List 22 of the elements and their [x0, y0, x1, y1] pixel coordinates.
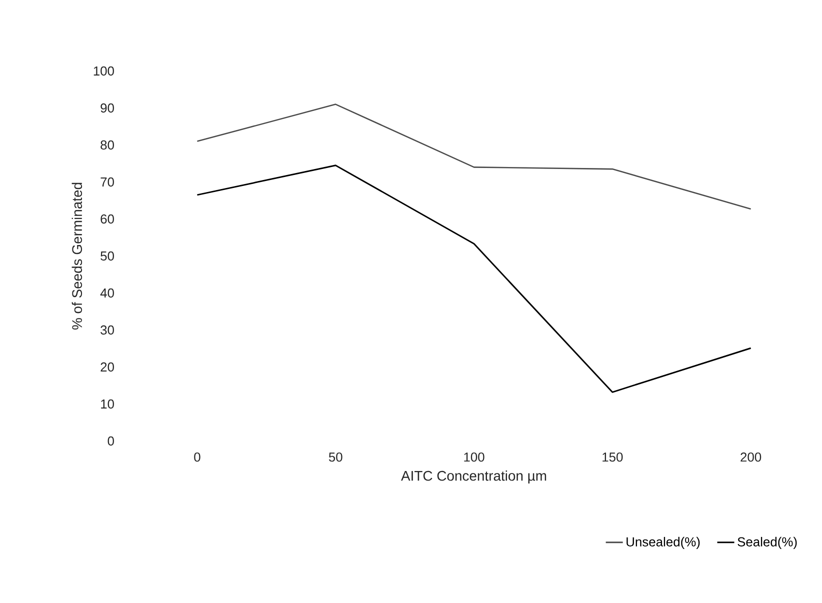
- y-tick-label: 90: [100, 103, 114, 113]
- y-tick-label: 20: [100, 362, 114, 372]
- y-tick-label: 10: [101, 399, 114, 409]
- x-tick-label: 50: [328, 452, 342, 462]
- y-axis-title: % of Seeds Germinated: [72, 182, 82, 330]
- y-tick-label: 40: [100, 288, 114, 298]
- y-tick-label: 0: [108, 436, 114, 446]
- line-series: [196, 104, 752, 210]
- x-axis-title: AITC Concentration µm: [401, 470, 546, 484]
- x-tick-label: 0: [194, 452, 200, 462]
- y-tick-label: 50: [100, 251, 114, 261]
- legend-label: Sealed(%): [738, 536, 797, 550]
- x-tick-label: 200: [740, 452, 762, 462]
- x-tick-label: 100: [464, 452, 484, 462]
- legend-label: Unsealed(%): [626, 536, 700, 550]
- y-tick-label: 30: [100, 325, 114, 335]
- x-tick-label: 150: [602, 452, 623, 462]
- line-series: [196, 164, 752, 393]
- y-tick-label: 60: [100, 214, 114, 224]
- y-tick-label: 70: [100, 177, 114, 187]
- y-tick-label: 80: [100, 140, 114, 150]
- y-tick-label: 100: [94, 66, 114, 76]
